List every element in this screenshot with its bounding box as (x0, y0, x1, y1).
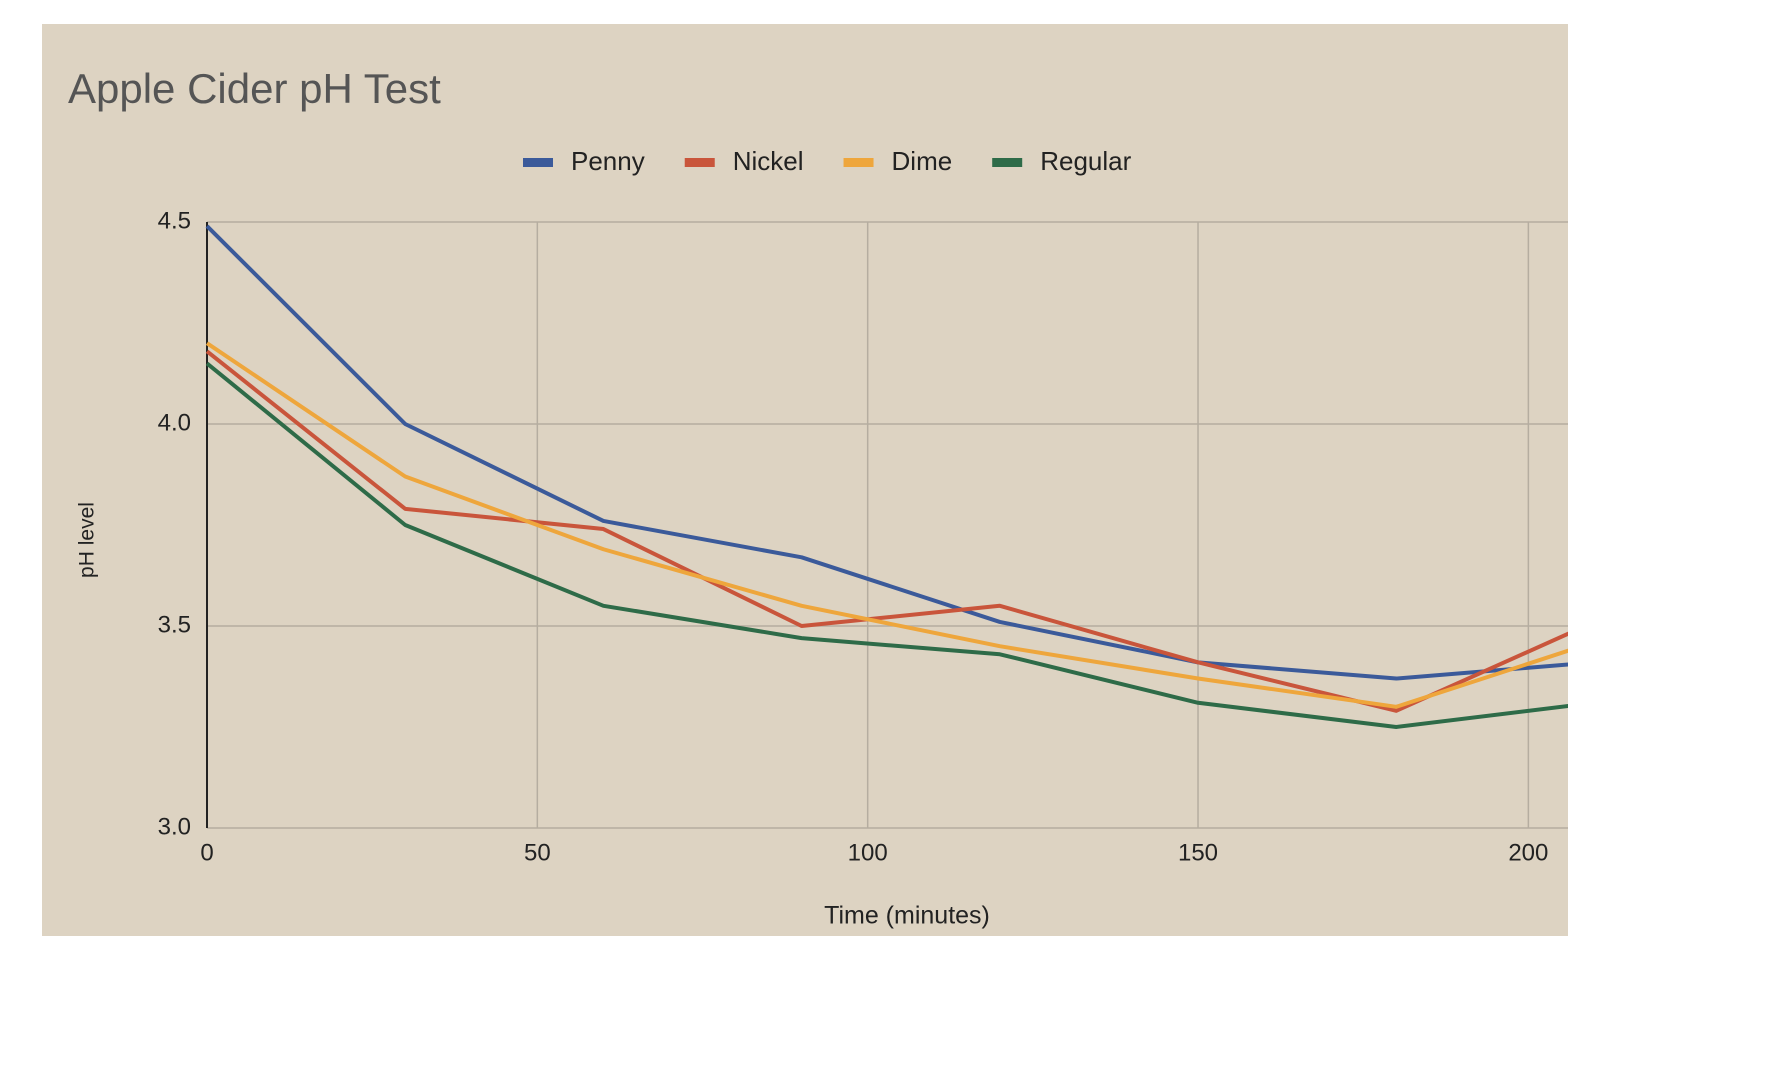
x-tick-label: 100 (848, 839, 888, 866)
legend-label: Penny (571, 146, 645, 176)
x-tick-label: 150 (1178, 839, 1218, 866)
y-tick-label: 4.0 (158, 409, 191, 436)
legend-label: Regular (1040, 146, 1131, 176)
legend-label: Nickel (733, 146, 804, 176)
x-tick-label: 0 (200, 839, 213, 866)
data-line (205, 224, 1568, 681)
legend-swatch (684, 158, 715, 167)
y-tick-label: 3.0 (158, 813, 191, 840)
x-tick-label: 50 (524, 839, 551, 866)
legend-swatch (843, 158, 874, 167)
x-tick-label: 200 (1508, 839, 1548, 866)
legend-swatch (523, 158, 553, 167)
legend-swatch (992, 158, 1023, 167)
chart-background (42, 24, 1568, 936)
chart-title: Apple Cider pH Test (68, 65, 441, 112)
data-line (205, 341, 1568, 709)
legend-label: Dime (892, 146, 953, 176)
x-axis-label: Time (minutes) (824, 902, 990, 930)
data-line (205, 361, 1568, 729)
plot-area (205, 224, 1568, 729)
y-tick-label: 3.5 (158, 611, 191, 638)
y-tick-label: 4.5 (158, 207, 191, 234)
y-axis-label: pH level (76, 502, 99, 578)
